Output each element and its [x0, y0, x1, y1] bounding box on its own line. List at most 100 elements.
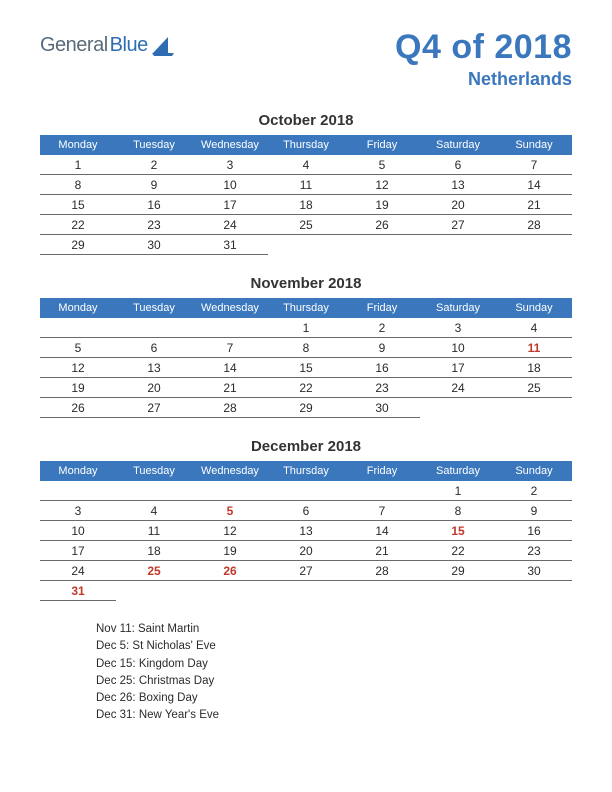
calendar-cell: 31 — [40, 581, 116, 601]
calendar-cell — [40, 318, 116, 338]
calendar-row: 3456789 — [40, 501, 572, 521]
calendar-cell: 18 — [268, 195, 344, 215]
calendar-cell: 4 — [116, 501, 192, 521]
calendar-row: 19202122232425 — [40, 378, 572, 398]
calendar-cell: 22 — [420, 541, 496, 561]
calendar-cell: 1 — [268, 318, 344, 338]
calendar-row: 567891011 — [40, 338, 572, 358]
calendar-cell: 19 — [192, 541, 268, 561]
day-header: Tuesday — [116, 298, 192, 318]
calendar-cell: 22 — [40, 215, 116, 235]
calendar-cell: 15 — [268, 358, 344, 378]
calendar-cell: 23 — [344, 378, 420, 398]
calendar-row: 1234567 — [40, 155, 572, 175]
day-header: Monday — [40, 298, 116, 318]
calendar-cell — [344, 481, 420, 501]
day-header: Wednesday — [192, 461, 268, 481]
calendar-cell: 21 — [192, 378, 268, 398]
day-header: Thursday — [268, 135, 344, 155]
calendar-cell: 11 — [268, 175, 344, 195]
calendar-cell: 9 — [496, 501, 572, 521]
day-header: Friday — [344, 461, 420, 481]
calendar-cell: 1 — [40, 155, 116, 175]
calendar-cell: 24 — [192, 215, 268, 235]
calendar-cell: 21 — [496, 195, 572, 215]
calendar-cell — [40, 481, 116, 501]
calendar-cell: 10 — [40, 521, 116, 541]
calendar-cell: 18 — [116, 541, 192, 561]
day-header: Thursday — [268, 461, 344, 481]
calendar-cell: 15 — [40, 195, 116, 215]
calendar-cell: 28 — [192, 398, 268, 418]
calendar-cell: 8 — [268, 338, 344, 358]
calendar-cell — [268, 581, 344, 601]
calendar-cell: 6 — [268, 501, 344, 521]
calendar-cell: 28 — [344, 561, 420, 581]
calendar-cell: 18 — [496, 358, 572, 378]
logo-text-blue: Blue — [110, 34, 148, 57]
page-header: General Blue Q4 of 2018 Netherlands — [40, 28, 572, 90]
calendar-cell: 5 — [344, 155, 420, 175]
calendar-cell — [268, 481, 344, 501]
day-header: Saturday — [420, 461, 496, 481]
brand-logo: General Blue — [40, 28, 174, 61]
calendar-cell: 29 — [268, 398, 344, 418]
calendar-cell: 13 — [420, 175, 496, 195]
calendar-cell: 13 — [268, 521, 344, 541]
calendar-cell: 16 — [496, 521, 572, 541]
legend-item: Dec 26: Boxing Day — [96, 690, 572, 707]
calendar-cell — [116, 581, 192, 601]
calendar-cell: 24 — [40, 561, 116, 581]
logo-sail-icon — [152, 36, 174, 61]
calendar-cell: 9 — [116, 175, 192, 195]
calendar-cell — [496, 398, 572, 418]
calendar-cell: 15 — [420, 521, 496, 541]
calendar-row: 10111213141516 — [40, 521, 572, 541]
calendar-cell: 2 — [344, 318, 420, 338]
calendar-row: 1234 — [40, 318, 572, 338]
calendar-cell: 2 — [116, 155, 192, 175]
calendar-row: 17181920212223 — [40, 541, 572, 561]
legend-item: Dec 25: Christmas Day — [96, 673, 572, 690]
calendar-row: 293031 — [40, 235, 572, 255]
calendar-row: 12131415161718 — [40, 358, 572, 378]
legend-item: Dec 5: St Nicholas' Eve — [96, 638, 572, 655]
day-header: Tuesday — [116, 135, 192, 155]
calendar-table: MondayTuesdayWednesdayThursdayFridaySatu… — [40, 461, 572, 601]
page-title: Q4 of 2018 — [395, 28, 572, 67]
calendar-cell — [344, 235, 420, 255]
calendar-cell: 24 — [420, 378, 496, 398]
calendar-cell: 16 — [344, 358, 420, 378]
calendar-cell: 2 — [496, 481, 572, 501]
calendar-cell: 14 — [344, 521, 420, 541]
calendar-cell: 17 — [420, 358, 496, 378]
calendar-cell: 10 — [192, 175, 268, 195]
calendar-cell: 16 — [116, 195, 192, 215]
calendar-cell: 23 — [496, 541, 572, 561]
calendar-month: November 2018MondayTuesdayWednesdayThurs… — [40, 275, 572, 418]
calendar-cell: 20 — [116, 378, 192, 398]
calendar-cell: 3 — [40, 501, 116, 521]
calendar-cell: 20 — [420, 195, 496, 215]
calendar-cell: 19 — [344, 195, 420, 215]
calendar-cell: 30 — [116, 235, 192, 255]
calendar-cell: 13 — [116, 358, 192, 378]
calendar-cell: 25 — [496, 378, 572, 398]
calendar-cell — [268, 235, 344, 255]
day-header: Wednesday — [192, 135, 268, 155]
calendar-cell — [116, 318, 192, 338]
calendar-cell — [116, 481, 192, 501]
calendar-cell: 29 — [420, 561, 496, 581]
calendar-table: MondayTuesdayWednesdayThursdayFridaySatu… — [40, 135, 572, 255]
calendar-cell: 22 — [268, 378, 344, 398]
calendar-cell: 31 — [192, 235, 268, 255]
calendar-title: October 2018 — [40, 112, 572, 129]
legend-item: Nov 11: Saint Martin — [96, 621, 572, 638]
legend-item: Dec 31: New Year's Eve — [96, 707, 572, 724]
calendar-cell: 4 — [496, 318, 572, 338]
calendar-cell: 26 — [192, 561, 268, 581]
calendar-title: December 2018 — [40, 438, 572, 455]
calendar-cell — [192, 581, 268, 601]
legend-item: Dec 15: Kingdom Day — [96, 656, 572, 673]
calendar-cell: 3 — [420, 318, 496, 338]
